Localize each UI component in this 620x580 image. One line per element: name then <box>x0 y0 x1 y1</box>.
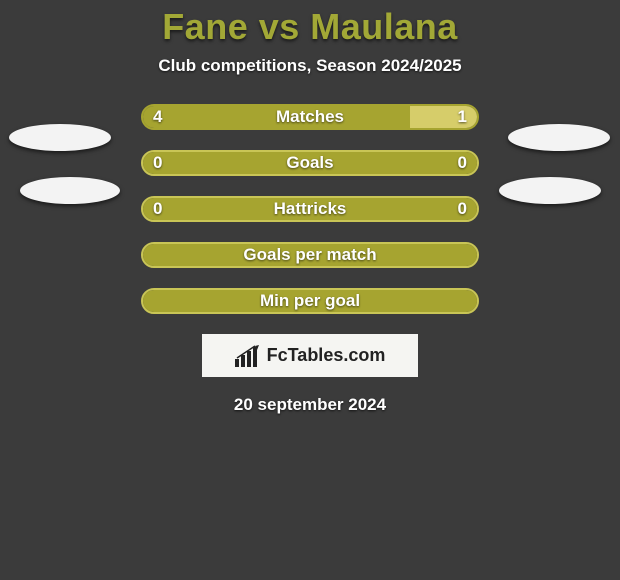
stat-bar <box>141 104 479 130</box>
stat-bar-segment <box>143 290 477 312</box>
stat-row: Min per goal <box>141 288 479 314</box>
page-subtitle: Club competitions, Season 2024/2025 <box>0 56 620 76</box>
player-avatar-placeholder <box>9 124 111 151</box>
stat-bar <box>141 288 479 314</box>
stat-bar-segment <box>410 106 477 128</box>
hero-panel: Fane vs Maulana Club competitions, Seaso… <box>0 0 620 580</box>
player-avatar-placeholder <box>20 177 120 204</box>
stat-row: Hattricks00 <box>141 196 479 222</box>
player-avatar-placeholder <box>499 177 601 204</box>
stat-row: Goals00 <box>141 150 479 176</box>
stat-bar <box>141 196 479 222</box>
page-title: Fane vs Maulana <box>0 6 620 48</box>
player-avatar-placeholder <box>508 124 610 151</box>
page-root: Fane vs Maulana Club competitions, Seaso… <box>0 0 620 580</box>
brand-text: FcTables.com <box>267 345 386 366</box>
brand-card[interactable]: FcTables.com <box>202 334 418 377</box>
stat-bar <box>141 150 479 176</box>
stat-row: Goals per match <box>141 242 479 268</box>
stat-bar <box>141 242 479 268</box>
stat-bar-segment <box>143 198 477 220</box>
date-stamp: 20 september 2024 <box>0 395 620 415</box>
stat-bar-segment <box>143 152 477 174</box>
stat-bar-segment <box>143 106 410 128</box>
stat-row: Matches41 <box>141 104 479 130</box>
brand-chart-icon <box>235 345 261 367</box>
stat-bar-segment <box>143 244 477 266</box>
